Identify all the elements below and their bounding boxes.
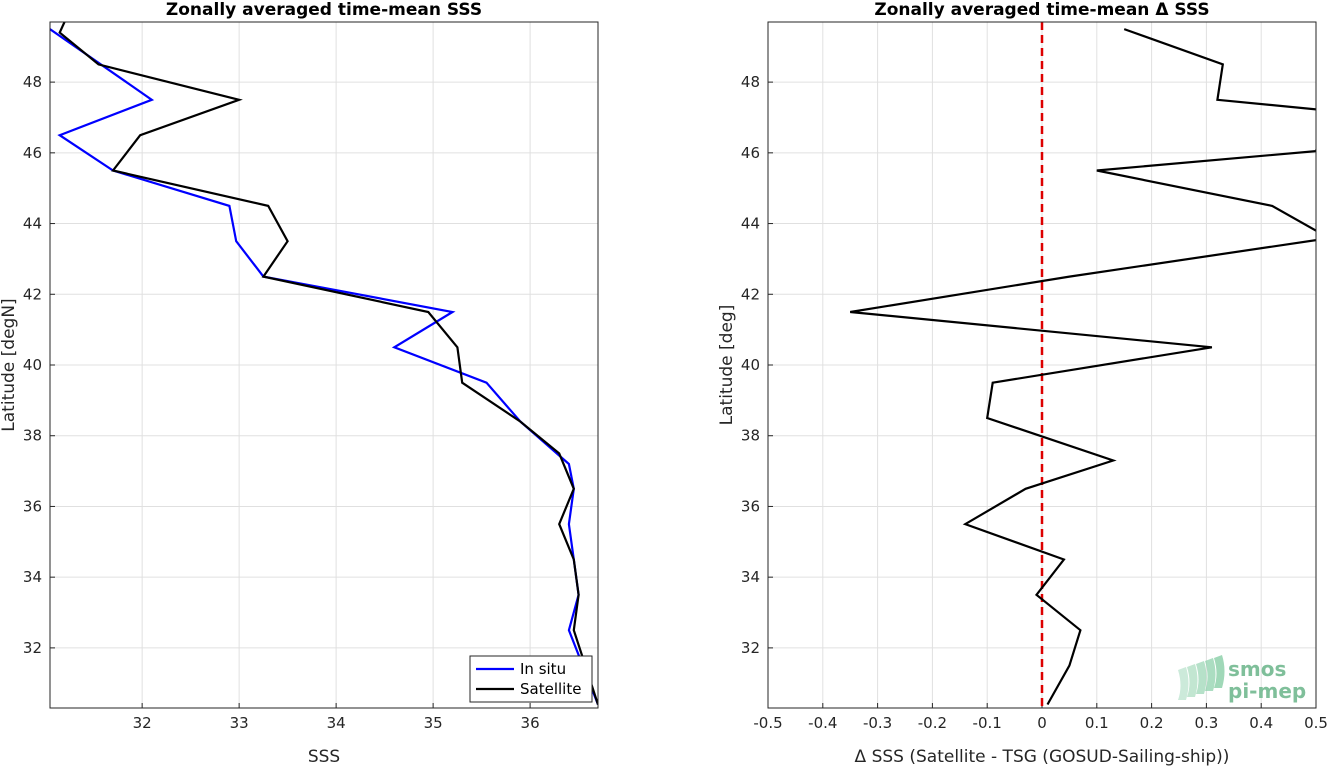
y-tick-label: 40	[741, 356, 760, 374]
x-tick-label: -0.3	[863, 714, 892, 732]
x-tick-label: 0.1	[1085, 714, 1109, 732]
x-tick-label: 34	[327, 714, 346, 732]
x-tick-label: -0.2	[918, 714, 947, 732]
x-tick-label: 0.5	[1304, 714, 1327, 732]
chart-title: Zonally averaged time-mean Δ SSS	[874, 0, 1209, 20]
logo-wave-shape	[1205, 658, 1216, 691]
series-group	[850, 28, 1316, 706]
chart-1: 32 33 34 35 36 32 34 36 38 40 42 44 46 48 Zonally aver…	[0, 0, 599, 766]
y-tick-label: 48	[741, 73, 760, 91]
x-tick-label: 32	[133, 714, 152, 732]
y-tick-label: 36	[23, 497, 42, 515]
y-tick-label: 32	[23, 639, 42, 657]
logo-wave-shape	[1187, 664, 1198, 697]
x-axis-label: SSS	[308, 747, 340, 766]
x-tick-label: 36	[521, 714, 540, 732]
x-tick-label: 33	[230, 714, 249, 732]
logo-wave-shape	[1178, 667, 1189, 700]
logo-wave-shape	[1196, 661, 1207, 694]
x-tick-label: 35	[424, 714, 443, 732]
y-tick-label: 44	[741, 215, 760, 233]
series-line-1	[850, 28, 1316, 706]
legend-entry: In situ	[520, 660, 566, 678]
logo-wave-shape	[1214, 655, 1225, 688]
legend-entry: Satellite	[520, 680, 581, 698]
y-tick-label: 44	[23, 215, 42, 233]
chart-2: -0.5 -0.4 -0.3 -0.2 -0.1 0 0.1 0.2 0.3 0.4 0.5 32 34…	[717, 0, 1327, 766]
y-tick-label: 38	[741, 427, 760, 445]
axes-frame	[49, 21, 599, 709]
x-tick-label: 0.2	[1140, 714, 1164, 732]
y-tick-label: 34	[741, 568, 760, 586]
x-tick-label: -0.4	[808, 714, 837, 732]
series-group	[50, 22, 598, 705]
y-axis-label: Latitude [degN]	[0, 298, 19, 431]
y-tick-label: 46	[23, 144, 42, 162]
series-line-satellite	[58, 22, 598, 705]
y-tick-label: 46	[741, 144, 760, 162]
legend: In situ Satellite	[469, 655, 593, 703]
legend-box	[469, 655, 593, 703]
x-tick-label: 0.4	[1249, 714, 1273, 732]
y-tick-label: 34	[23, 568, 42, 586]
x-tick-label: 0	[1037, 714, 1047, 732]
y-tick-label: 32	[741, 639, 760, 657]
y-axis-label: Latitude [deg]	[717, 305, 737, 426]
y-tick-label: 38	[23, 427, 42, 445]
y-tick-label: 48	[23, 73, 42, 91]
y-tick-label: 40	[23, 356, 42, 374]
axes-frame	[767, 21, 1317, 709]
y-tick-label: 42	[741, 285, 760, 303]
x-tick-label: -0.5	[753, 714, 782, 732]
x-tick-label: 0.3	[1194, 714, 1218, 732]
y-tick-label: 36	[741, 497, 760, 515]
logo-text-smos: smos	[1228, 657, 1286, 681]
x-axis-label: Δ SSS (Satellite - TSG (GOSUD-Sailing-sh…	[855, 747, 1230, 766]
chart-title: Zonally averaged time-mean SSS	[166, 0, 482, 20]
x-tick-label: -0.1	[973, 714, 1002, 732]
y-tick-label: 42	[23, 285, 42, 303]
logo-text-pi-mep: pi-mep	[1228, 679, 1306, 703]
